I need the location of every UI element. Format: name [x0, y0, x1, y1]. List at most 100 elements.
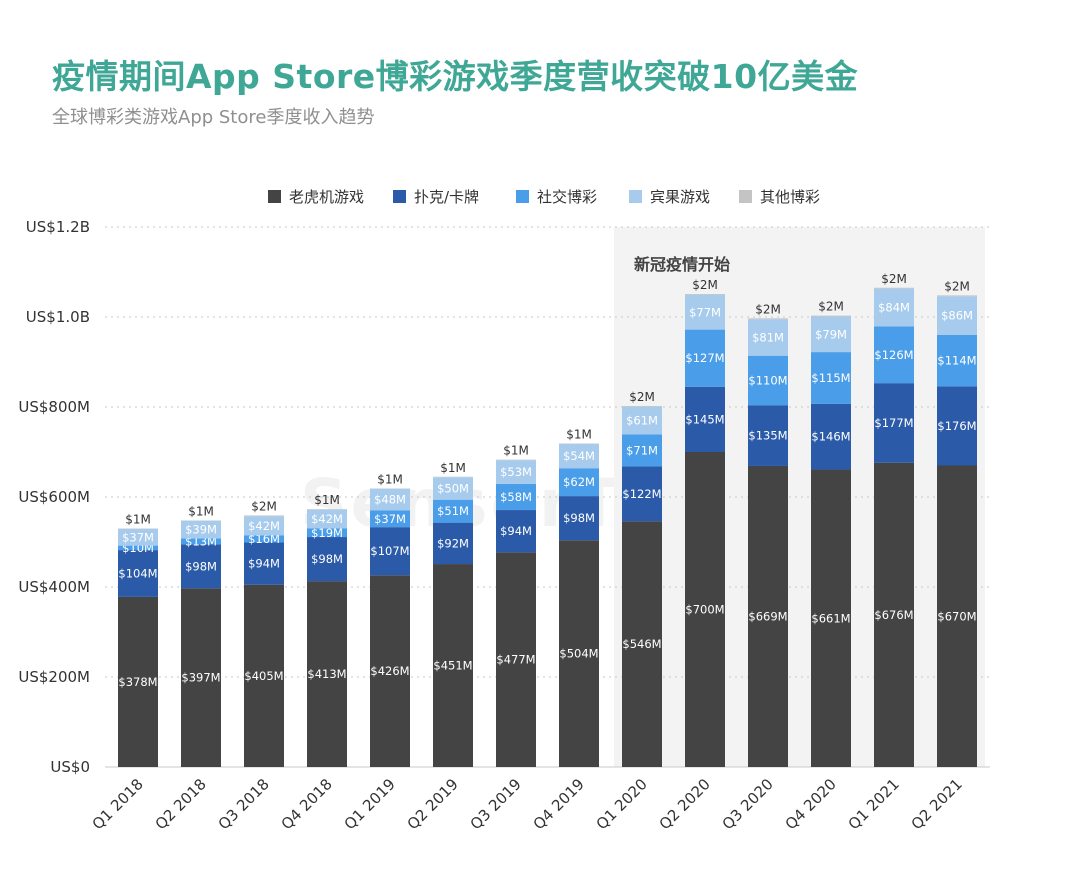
legend-swatch [516, 190, 529, 203]
bar-segment [181, 520, 221, 539]
bar-segment [181, 538, 221, 545]
bar-segment [811, 315, 851, 317]
data-label-top: $2M [755, 302, 781, 316]
bar-segment [622, 466, 662, 522]
data-label: $661M [811, 611, 850, 625]
data-label: $77M [689, 305, 721, 319]
x-tick-label: Q2 2020 [656, 775, 714, 833]
bar-segment [307, 537, 347, 582]
x-tick-label: Q4 2018 [278, 775, 336, 833]
bar-segment [685, 452, 725, 767]
y-tick-label: US$800M [18, 398, 90, 416]
data-label-top: $2M [944, 279, 970, 293]
data-label-top: $1M [377, 472, 403, 486]
bar-segment [937, 386, 977, 466]
y-tick-label: US$600M [18, 488, 90, 506]
data-label: $546M [622, 637, 661, 651]
legend-label: 社交博彩 [537, 188, 597, 206]
bar-segment [118, 545, 158, 551]
bar-segment [118, 596, 158, 767]
x-tick-label: Q1 2019 [341, 775, 399, 833]
bar-segment [622, 434, 662, 467]
data-label: $114M [937, 354, 976, 368]
y-tick-label: US$200M [18, 668, 90, 686]
bar-segment [685, 329, 725, 387]
bar-segment [559, 496, 599, 541]
x-tick-label: Q2 2021 [908, 775, 966, 833]
bar-segment [748, 319, 788, 356]
x-tick-label: Q3 2020 [719, 775, 777, 833]
data-label: $50M [437, 481, 469, 495]
bar-segment [748, 318, 788, 320]
data-label: $16M [248, 532, 280, 546]
bar-segment [181, 588, 221, 767]
data-label: $42M [311, 512, 343, 526]
data-label-top: $2M [818, 300, 844, 314]
data-label: $86M [941, 309, 973, 323]
data-label: $58M [500, 490, 532, 504]
data-label: $53M [500, 465, 532, 479]
bar-segment [937, 465, 977, 767]
data-label: $135M [748, 429, 787, 443]
legend-swatch [739, 190, 752, 203]
data-label-top: $1M [440, 461, 466, 475]
legend-swatch [393, 190, 406, 203]
bar-segment [811, 316, 851, 353]
bar-segment [685, 294, 725, 330]
data-label: $426M [370, 664, 409, 678]
data-label: $37M [122, 530, 154, 544]
data-label: $451M [433, 659, 472, 673]
bar-segment [370, 488, 410, 511]
bar-segment [370, 527, 410, 576]
bar-segment [307, 509, 347, 529]
bar-segment [937, 335, 977, 387]
data-label: $94M [248, 557, 280, 571]
data-label: $107M [370, 544, 409, 558]
legend-label: 老虎机游戏 [289, 188, 364, 206]
bar-segment [370, 510, 410, 528]
bar-segment [118, 528, 158, 546]
bar-segment [937, 295, 977, 297]
bar-segment [433, 477, 473, 500]
data-label: $670M [937, 609, 976, 623]
data-label: $405M [244, 669, 283, 683]
data-label: $48M [374, 493, 406, 507]
legend-swatch [268, 190, 281, 203]
x-tick-label: Q1 2018 [89, 775, 147, 833]
y-tick-label: US$1.0B [26, 308, 90, 326]
legend-label: 宾果游戏 [650, 188, 710, 206]
bar-segment [811, 352, 851, 404]
bar-segment [748, 405, 788, 466]
data-label: $115M [811, 371, 850, 385]
data-label: $81M [752, 330, 784, 344]
covid-annotation: 新冠疫情开始 [634, 255, 730, 274]
data-label: $413M [307, 667, 346, 681]
x-tick-label: Q1 2021 [845, 775, 903, 833]
data-label: $122M [622, 487, 661, 501]
bar-segment [559, 540, 599, 767]
data-label: $71M [626, 443, 658, 457]
bar-segment [685, 294, 725, 295]
data-label: $61M [626, 414, 658, 428]
data-label: $92M [437, 536, 469, 550]
bar-segment [370, 575, 410, 767]
legend-label: 扑克/卡牌 [414, 188, 479, 206]
data-label-top: $2M [881, 272, 907, 286]
bar-segment [559, 468, 599, 497]
bar-segment [874, 326, 914, 384]
bar-segment [181, 544, 221, 589]
data-label: $669M [748, 609, 787, 623]
data-label: $176M [937, 419, 976, 433]
bar-segment [433, 499, 473, 523]
data-label: $477M [496, 653, 535, 667]
data-label: $37M [374, 512, 406, 526]
bar-segment [937, 296, 977, 335]
bar-segment [748, 355, 788, 406]
bar-segment [433, 522, 473, 565]
x-tick-label: Q3 2019 [467, 775, 525, 833]
data-label: $84M [878, 301, 910, 315]
data-label-top: $2M [251, 499, 277, 513]
y-tick-label: US$0 [50, 758, 90, 776]
bar-segment [496, 460, 536, 484]
